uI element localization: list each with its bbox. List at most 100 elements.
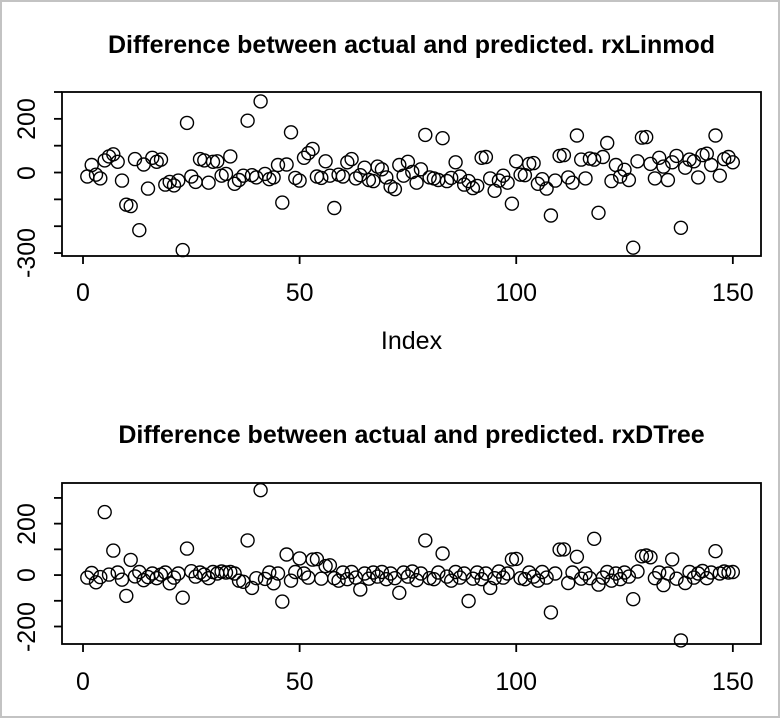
data-point [136, 573, 151, 588]
data-point [88, 575, 104, 590]
data-point [270, 566, 286, 581]
data-point [396, 168, 411, 183]
data-point [383, 179, 398, 194]
data-point [530, 573, 546, 588]
data-point [678, 160, 693, 175]
data-point [305, 141, 320, 157]
data-point [556, 542, 572, 557]
data-point [704, 157, 719, 173]
data-point [509, 551, 524, 567]
data-point [101, 567, 117, 582]
data-point [630, 154, 645, 169]
y-tick-label: -200 [13, 601, 41, 652]
data-point [288, 564, 303, 580]
data-point [578, 171, 593, 186]
data-point [175, 242, 190, 258]
data-point [413, 566, 429, 581]
data-point [691, 170, 706, 185]
y-tick-label: 0 [13, 165, 41, 180]
data-point [591, 205, 606, 221]
data-point [561, 170, 576, 185]
data-point [253, 94, 268, 109]
data-point [253, 483, 268, 498]
data-point [179, 115, 195, 131]
data-point [621, 569, 637, 584]
data-point [686, 154, 702, 169]
chart-title-rxlinmod: Difference between actual and predicted.… [107, 31, 716, 59]
data-point [305, 552, 320, 567]
data-point [275, 594, 290, 609]
plot-box-rxlinmod [61, 91, 762, 257]
data-point [400, 569, 416, 584]
data-point [110, 154, 125, 170]
data-point [448, 155, 463, 170]
data-point [318, 154, 333, 169]
data-point [301, 145, 316, 161]
data-point [626, 240, 641, 255]
data-point [444, 573, 459, 588]
data-point [266, 576, 281, 591]
data-point [634, 130, 650, 145]
data-point [673, 633, 689, 648]
data-point [708, 544, 723, 559]
data-point [470, 178, 485, 194]
data-point [114, 173, 130, 188]
data-point [218, 565, 234, 580]
data-point [145, 150, 160, 166]
x-tick-label: 100 [495, 668, 538, 696]
x-tick-label: 150 [711, 279, 754, 307]
data-point [604, 173, 619, 189]
chart-title-rxdtree: Difference between actual and predicted.… [118, 421, 705, 449]
data-point [673, 220, 689, 236]
data-point [374, 162, 390, 177]
data-point [543, 208, 559, 223]
data-point [461, 593, 476, 609]
data-point [275, 195, 290, 210]
data-point [665, 552, 680, 567]
data-point [370, 569, 385, 584]
data-point [483, 171, 498, 186]
data-point [725, 564, 740, 580]
data-point [249, 170, 264, 185]
data-point [179, 541, 195, 556]
data-point [418, 533, 433, 548]
data-point [257, 166, 273, 182]
data-point [97, 504, 112, 520]
data-point [569, 128, 585, 143]
data-point [400, 154, 416, 170]
data-point [548, 173, 563, 188]
data-point [556, 147, 572, 163]
data-point [604, 573, 619, 588]
data-point [314, 571, 329, 586]
data-point [630, 564, 645, 579]
data-point [522, 156, 537, 172]
data-point [500, 566, 515, 581]
data-point [721, 565, 736, 580]
data-point [483, 580, 498, 596]
data-point [452, 169, 468, 184]
data-point [348, 171, 364, 186]
data-point [652, 565, 667, 580]
data-point [591, 577, 606, 592]
data-point [647, 171, 663, 186]
data-point [513, 167, 528, 182]
data-point [240, 113, 255, 128]
data-point [231, 172, 247, 188]
data-point [695, 563, 710, 579]
data-point [496, 570, 511, 585]
data-point [539, 570, 554, 585]
data-point [652, 150, 667, 166]
data-point [283, 573, 299, 588]
data-point [457, 177, 472, 192]
data-point [487, 183, 502, 199]
data-point [314, 170, 329, 186]
data-point [539, 181, 554, 196]
data-point [491, 173, 507, 188]
data-point [435, 130, 450, 146]
data-point [578, 566, 593, 581]
data-point [266, 170, 281, 185]
data-point [565, 175, 580, 190]
data-point [478, 149, 494, 165]
